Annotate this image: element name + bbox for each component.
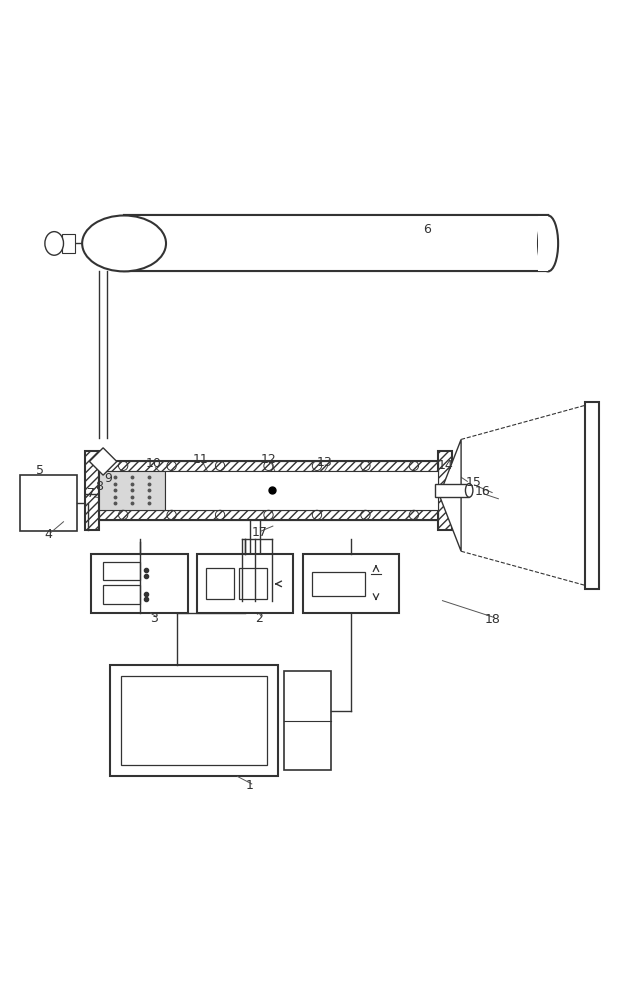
- Text: 16: 16: [475, 485, 490, 498]
- Bar: [99, 461, 438, 520]
- Bar: [20, 475, 77, 531]
- Bar: [121, 676, 266, 765]
- Bar: [207, 568, 235, 599]
- Text: 5: 5: [36, 464, 44, 477]
- Text: 2: 2: [255, 612, 263, 625]
- Bar: [585, 402, 599, 589]
- Bar: [85, 461, 452, 520]
- Bar: [103, 562, 140, 580]
- Bar: [312, 572, 365, 596]
- Bar: [85, 451, 99, 530]
- Text: 7: 7: [87, 487, 95, 500]
- Bar: [303, 554, 399, 613]
- Bar: [435, 484, 469, 497]
- Text: 13: 13: [316, 456, 333, 469]
- Bar: [538, 216, 548, 271]
- Text: 17: 17: [251, 526, 267, 539]
- Bar: [92, 554, 188, 613]
- Text: 10: 10: [145, 457, 162, 470]
- Bar: [232, 560, 278, 573]
- Bar: [284, 671, 331, 770]
- Text: 9: 9: [104, 472, 112, 485]
- Bar: [103, 585, 140, 604]
- Polygon shape: [439, 439, 461, 551]
- Bar: [239, 568, 266, 599]
- Ellipse shape: [45, 232, 64, 255]
- Text: 8: 8: [95, 480, 104, 493]
- Bar: [99, 461, 438, 471]
- Text: 15: 15: [466, 476, 482, 489]
- Bar: [85, 451, 99, 530]
- Bar: [99, 510, 438, 520]
- Text: 1: 1: [246, 779, 254, 792]
- Polygon shape: [89, 448, 117, 475]
- Bar: [99, 461, 438, 471]
- Ellipse shape: [82, 215, 166, 271]
- Bar: [99, 510, 438, 520]
- Text: 3: 3: [150, 612, 157, 625]
- Text: 4: 4: [44, 528, 52, 541]
- Bar: [124, 215, 548, 271]
- Text: 14: 14: [437, 459, 454, 472]
- Text: 11: 11: [192, 453, 208, 466]
- Bar: [197, 554, 293, 613]
- Bar: [438, 451, 452, 530]
- Bar: [99, 471, 165, 510]
- Text: 12: 12: [261, 453, 276, 466]
- Bar: [62, 234, 76, 253]
- Bar: [438, 451, 452, 530]
- Bar: [110, 665, 278, 776]
- Text: 18: 18: [484, 613, 500, 626]
- Text: 6: 6: [423, 223, 431, 236]
- Ellipse shape: [466, 484, 473, 497]
- Bar: [165, 471, 438, 510]
- Ellipse shape: [538, 215, 558, 271]
